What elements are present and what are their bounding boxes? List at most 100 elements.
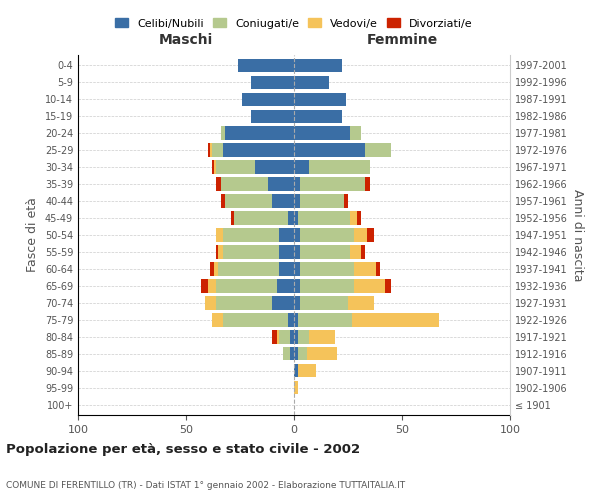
Bar: [290, 347, 294, 360]
Bar: [221, 194, 225, 207]
Text: COMUNE DI FERENTILLO (TR) - Dati ISTAT 1° gennaio 2002 - Elaborazione TUTTAITALI: COMUNE DI FERENTILLO (TR) - Dati ISTAT 1…: [6, 480, 405, 490]
Bar: [216, 160, 255, 173]
Bar: [242, 92, 294, 106]
Bar: [294, 160, 309, 173]
Bar: [350, 126, 361, 140]
Bar: [352, 314, 439, 326]
Bar: [287, 212, 294, 224]
Bar: [301, 246, 350, 258]
Bar: [294, 314, 298, 326]
Bar: [365, 144, 391, 156]
Y-axis label: Fasce di età: Fasce di età: [26, 198, 39, 272]
Bar: [294, 144, 365, 156]
Bar: [208, 280, 216, 292]
Bar: [301, 178, 365, 190]
Bar: [294, 246, 301, 258]
Bar: [298, 212, 350, 224]
Bar: [294, 228, 301, 241]
Bar: [294, 178, 301, 190]
Bar: [294, 381, 298, 394]
Y-axis label: Anni di nascita: Anni di nascita: [571, 188, 584, 281]
Bar: [279, 262, 294, 276]
Text: Popolazione per età, sesso e stato civile - 2002: Popolazione per età, sesso e stato civil…: [6, 442, 360, 456]
Bar: [221, 178, 268, 190]
Bar: [301, 262, 355, 276]
Bar: [301, 280, 355, 292]
Bar: [212, 314, 223, 326]
Bar: [210, 262, 214, 276]
Bar: [251, 76, 294, 89]
Bar: [298, 364, 316, 378]
Bar: [225, 194, 272, 207]
Bar: [255, 160, 294, 173]
Bar: [301, 296, 348, 310]
Bar: [223, 144, 294, 156]
Bar: [279, 330, 290, 344]
Bar: [223, 246, 279, 258]
Bar: [348, 296, 374, 310]
Bar: [309, 330, 335, 344]
Bar: [294, 92, 346, 106]
Bar: [279, 246, 294, 258]
Bar: [294, 58, 341, 72]
Bar: [294, 194, 301, 207]
Bar: [355, 262, 376, 276]
Bar: [301, 228, 355, 241]
Bar: [214, 262, 218, 276]
Bar: [225, 126, 294, 140]
Bar: [355, 228, 367, 241]
Bar: [272, 330, 277, 344]
Bar: [344, 194, 348, 207]
Bar: [294, 110, 341, 123]
Bar: [232, 212, 233, 224]
Text: Maschi: Maschi: [159, 34, 213, 48]
Bar: [385, 280, 391, 292]
Bar: [294, 296, 301, 310]
Bar: [301, 194, 344, 207]
Bar: [290, 330, 294, 344]
Bar: [238, 58, 294, 72]
Bar: [205, 296, 216, 310]
Bar: [287, 314, 294, 326]
Bar: [212, 144, 223, 156]
Bar: [355, 280, 385, 292]
Bar: [361, 246, 365, 258]
Bar: [216, 246, 218, 258]
Bar: [210, 144, 212, 156]
Bar: [208, 144, 210, 156]
Bar: [294, 330, 298, 344]
Bar: [277, 280, 294, 292]
Bar: [294, 76, 329, 89]
Bar: [283, 347, 290, 360]
Bar: [214, 160, 216, 173]
Bar: [216, 296, 272, 310]
Bar: [294, 212, 298, 224]
Bar: [251, 110, 294, 123]
Bar: [294, 280, 301, 292]
Bar: [350, 212, 356, 224]
Bar: [298, 330, 309, 344]
Bar: [223, 314, 287, 326]
Bar: [294, 364, 298, 378]
Text: Femmine: Femmine: [367, 34, 437, 48]
Bar: [216, 178, 221, 190]
Bar: [350, 246, 361, 258]
Bar: [294, 126, 350, 140]
Bar: [376, 262, 380, 276]
Bar: [356, 212, 361, 224]
Bar: [298, 347, 307, 360]
Bar: [216, 280, 277, 292]
Bar: [233, 212, 287, 224]
Legend: Celibi/Nubili, Coniugati/e, Vedovi/e, Divorziati/e: Celibi/Nubili, Coniugati/e, Vedovi/e, Di…: [111, 14, 477, 33]
Bar: [201, 280, 208, 292]
Bar: [309, 160, 370, 173]
Bar: [221, 126, 225, 140]
Bar: [294, 347, 298, 360]
Bar: [294, 262, 301, 276]
Bar: [218, 262, 279, 276]
Bar: [298, 314, 352, 326]
Bar: [365, 178, 370, 190]
Bar: [272, 194, 294, 207]
Bar: [212, 160, 214, 173]
Bar: [367, 228, 374, 241]
